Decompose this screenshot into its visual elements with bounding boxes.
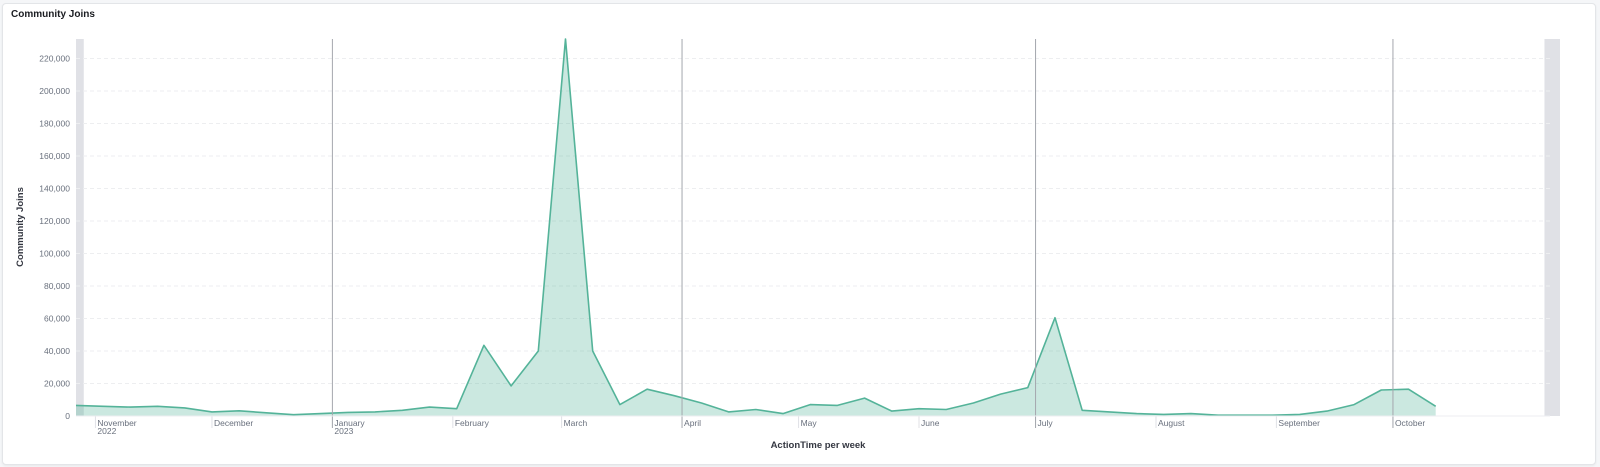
y-tick-label: 40,000 <box>44 346 70 356</box>
data-point[interactable] <box>833 401 841 409</box>
data-point[interactable] <box>589 347 597 355</box>
y-tick-label: 100,000 <box>39 249 70 259</box>
y-tick-label: 160,000 <box>39 151 70 161</box>
x-tick-label: April <box>684 418 701 428</box>
data-point[interactable] <box>888 407 896 415</box>
series-line <box>75 38 1437 416</box>
data-point[interactable] <box>1323 407 1331 415</box>
data-point[interactable] <box>915 405 923 413</box>
data-point[interactable] <box>507 382 515 390</box>
x-tick-label: March <box>564 418 588 428</box>
x-tick-label: February <box>455 418 490 428</box>
data-point[interactable] <box>969 399 977 407</box>
data-point[interactable] <box>752 406 760 414</box>
x-tick-sublabel: 2022 <box>97 426 116 436</box>
data-point[interactable] <box>290 411 298 419</box>
y-tick-label: 120,000 <box>39 216 70 226</box>
area-fill <box>76 39 1436 416</box>
data-point[interactable] <box>1214 411 1222 419</box>
data-point[interactable] <box>126 403 134 411</box>
y-tick-label: 80,000 <box>44 281 70 291</box>
data-point[interactable] <box>1051 314 1059 322</box>
data-point[interactable] <box>208 408 216 416</box>
data-point[interactable] <box>861 394 869 402</box>
data-point[interactable] <box>1432 402 1440 410</box>
x-tick-label: January <box>334 418 365 428</box>
data-point[interactable] <box>561 35 569 43</box>
y-tick-label: 0 <box>65 411 70 421</box>
chart-panel: Community Joins <box>2 3 1596 465</box>
data-point[interactable] <box>1024 384 1032 392</box>
data-point[interactable] <box>154 402 162 410</box>
data-point[interactable] <box>235 407 243 415</box>
data-point[interactable] <box>1241 411 1249 419</box>
data-point[interactable] <box>997 390 1005 398</box>
x-axis-title: ActionTime per week <box>771 440 867 451</box>
data-point[interactable] <box>480 341 488 349</box>
x-tick-label: November <box>97 418 136 428</box>
y-tick-label: 220,000 <box>39 54 70 64</box>
data-point[interactable] <box>942 406 950 414</box>
x-tick-label: May <box>801 418 818 428</box>
data-point[interactable] <box>1105 408 1113 416</box>
data-point[interactable] <box>99 402 107 410</box>
data-point[interactable] <box>725 408 733 416</box>
data-point[interactable] <box>1377 386 1385 394</box>
data-point[interactable] <box>534 347 542 355</box>
data-point[interactable] <box>616 401 624 409</box>
y-tick-label: 20,000 <box>44 379 70 389</box>
x-tick-label: December <box>214 418 253 428</box>
data-point[interactable] <box>181 404 189 412</box>
x-tick-label: June <box>921 418 940 428</box>
out-of-range-band-2 <box>1544 39 1560 416</box>
data-point[interactable] <box>344 408 352 416</box>
y-tick-label: 200,000 <box>39 86 70 96</box>
y-tick-label: 60,000 <box>44 314 70 324</box>
x-tick-label: October <box>1395 418 1425 428</box>
data-point[interactable] <box>398 406 406 414</box>
data-point[interactable] <box>453 405 461 413</box>
out-of-range-band-1 <box>76 39 84 416</box>
x-tick-label: September <box>1278 418 1320 428</box>
x-tick-label: August <box>1158 418 1185 428</box>
x-tick-sublabel: 2023 <box>334 426 353 436</box>
data-point[interactable] <box>1269 411 1277 419</box>
y-tick-label: 180,000 <box>39 119 70 129</box>
data-point[interactable] <box>670 392 678 400</box>
x-tick-label: July <box>1038 418 1054 428</box>
data-point[interactable] <box>426 403 434 411</box>
data-point[interactable] <box>697 399 705 407</box>
data-point[interactable] <box>1404 385 1412 393</box>
data-point[interactable] <box>1078 406 1086 414</box>
panel-title: Community Joins <box>11 9 95 20</box>
data-point[interactable] <box>806 401 814 409</box>
data-point[interactable] <box>72 401 80 409</box>
data-point[interactable] <box>643 385 651 393</box>
data-point[interactable] <box>1350 401 1358 409</box>
data-point[interactable] <box>371 408 379 416</box>
y-tick-label: 140,000 <box>39 184 70 194</box>
y-axis-title: Community Joins <box>15 187 26 267</box>
